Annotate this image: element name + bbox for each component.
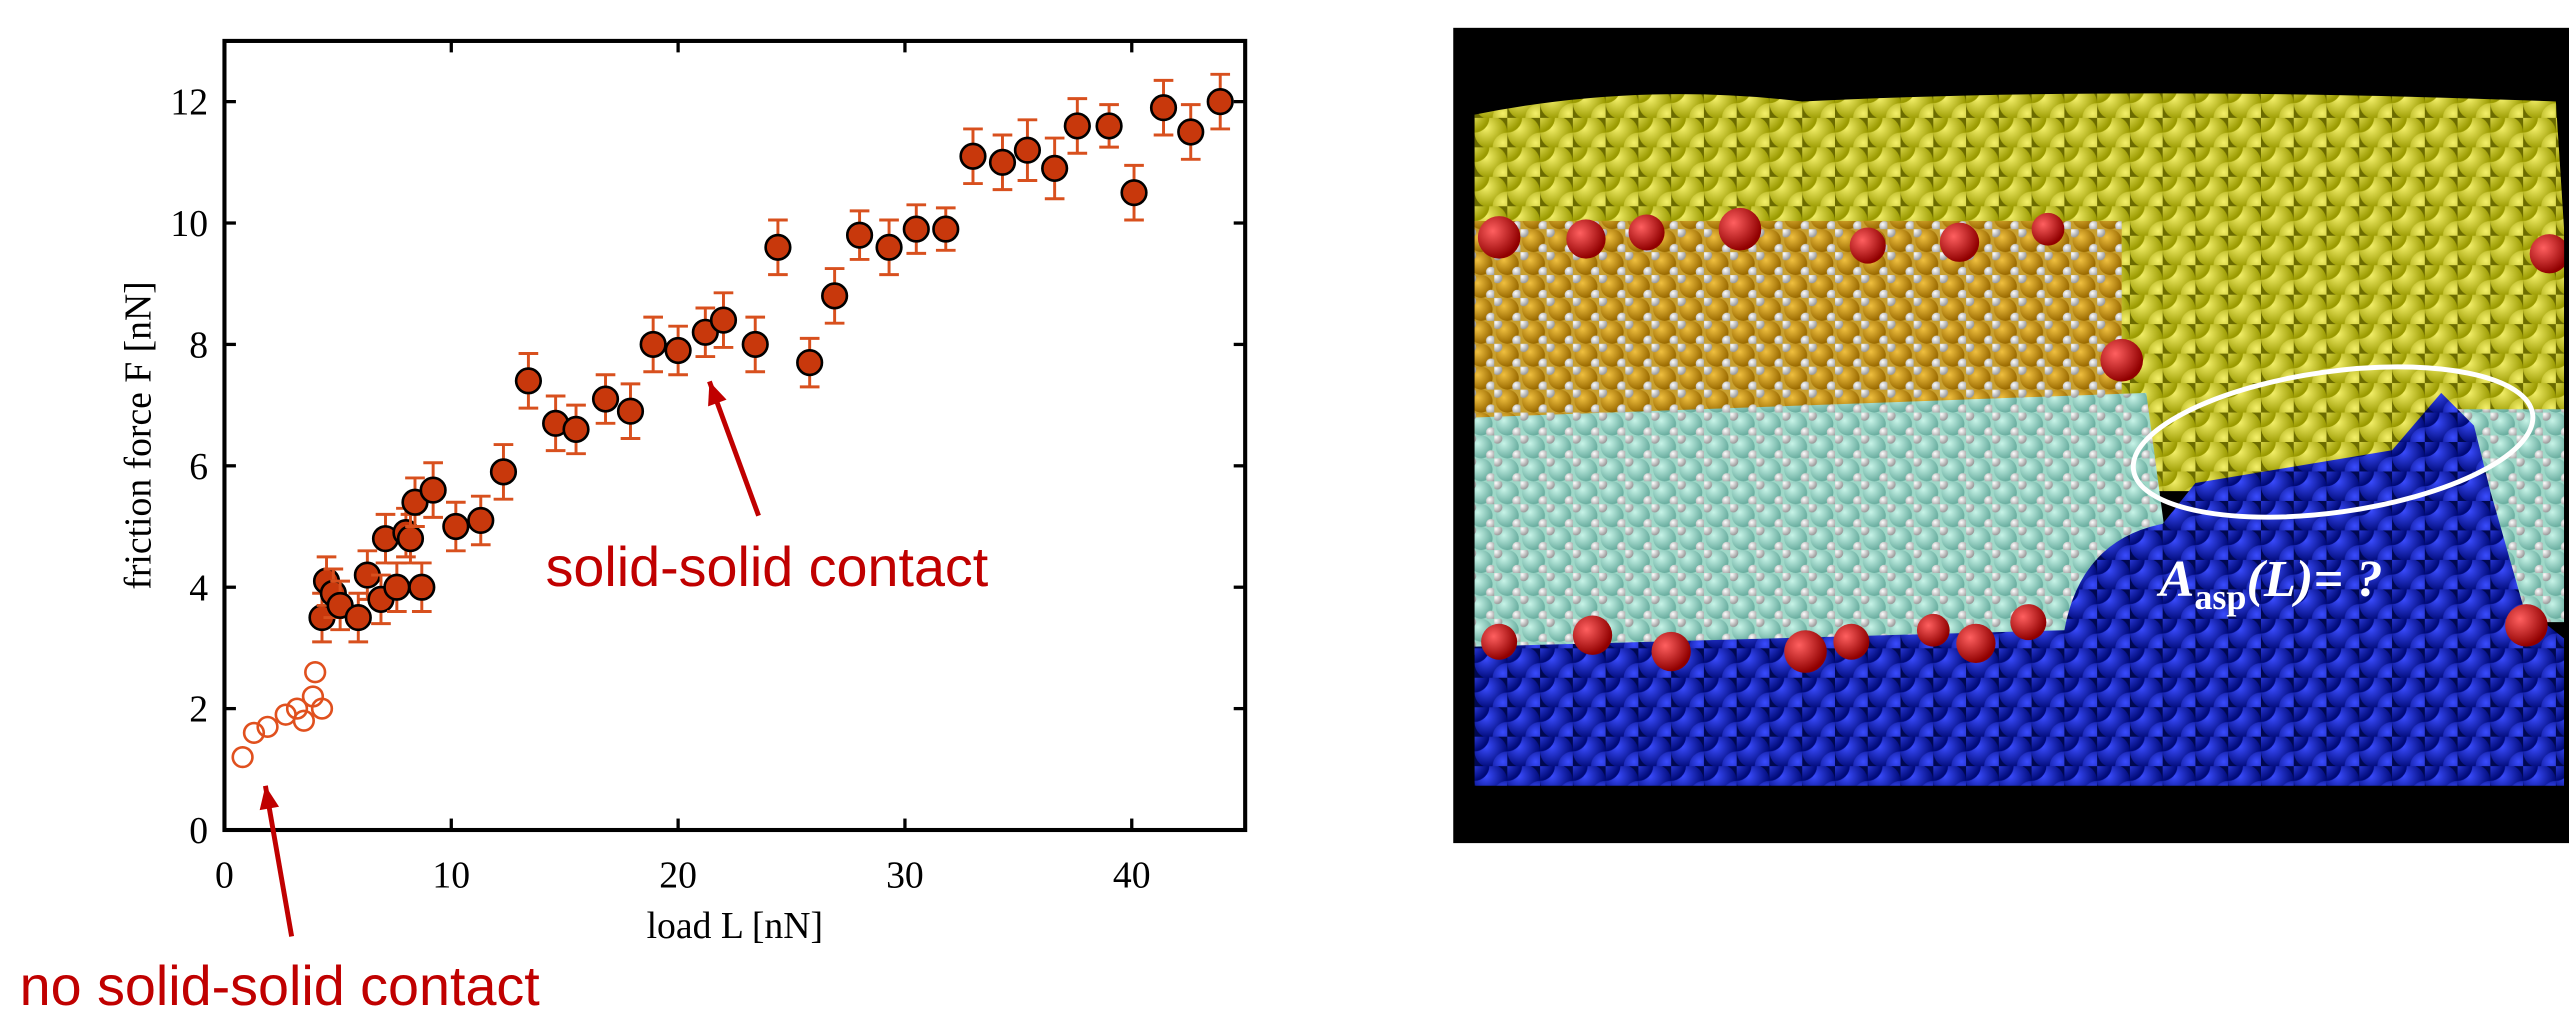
- data-point: [444, 514, 469, 539]
- data-point: [305, 662, 325, 682]
- x-axis-label: load L [nN]: [647, 905, 823, 947]
- data-point: [933, 217, 958, 242]
- data-point: [1122, 180, 1147, 205]
- y-tick-label: 6: [189, 446, 208, 488]
- data-point: [516, 369, 541, 394]
- data-point: [797, 350, 822, 375]
- data-point: [1151, 95, 1176, 120]
- data-point: [822, 284, 847, 309]
- data-point: [410, 575, 435, 600]
- data-point: [877, 235, 902, 260]
- data-point: [593, 387, 618, 412]
- x-tick-label: 10: [432, 854, 470, 896]
- x-tick-label: 0: [215, 854, 234, 896]
- data-point: [1065, 114, 1090, 139]
- x-tick-label: 20: [659, 854, 697, 896]
- annotation-arrow: [265, 786, 291, 937]
- axes-frame: [224, 41, 1245, 830]
- data-point: [1208, 89, 1233, 114]
- data-point: [468, 508, 493, 533]
- data-point: [641, 332, 666, 357]
- data-point: [276, 705, 296, 725]
- data-point: [847, 223, 872, 248]
- y-tick-label: 0: [189, 810, 208, 852]
- data-point: [491, 460, 516, 485]
- y-axis-label: friction force F [nN]: [118, 281, 160, 589]
- data-point: [233, 747, 253, 767]
- y-tick-label: 12: [170, 82, 208, 124]
- data-point: [346, 605, 371, 630]
- data-point: [618, 399, 643, 424]
- data-point: [711, 308, 736, 333]
- data-point: [743, 332, 768, 357]
- data-point: [990, 150, 1015, 175]
- y-tick-label: 4: [189, 567, 208, 609]
- data-point: [564, 417, 589, 442]
- data-point: [961, 144, 986, 169]
- x-tick-label: 40: [1113, 854, 1151, 896]
- data-point: [1015, 138, 1040, 163]
- page: 0 10 20 30 40 0 2 4 6 8 10 12 load L [nN] friction fo…: [0, 0, 2569, 1015]
- arrow-head: [260, 786, 279, 810]
- y-tick-label: 8: [189, 325, 208, 367]
- data-point: [1178, 120, 1203, 145]
- data-point: [1097, 114, 1122, 139]
- y-tick-label: 10: [170, 203, 208, 245]
- data-point: [385, 575, 410, 600]
- arrow-head: [708, 381, 726, 406]
- data-point: [398, 526, 423, 551]
- data-point: [766, 235, 791, 260]
- data-point: [1042, 156, 1067, 181]
- data-point: [904, 217, 929, 242]
- annotation: solid-solid contact: [546, 536, 989, 598]
- asperity-label: Aasp(L)= ?: [2156, 550, 2382, 617]
- y-tick-label: 2: [189, 689, 208, 731]
- annotation: no solid-solid contact: [20, 955, 541, 1015]
- plot: 0 10 20 30 40 0 2 4 6 8 10 12 load L [nN] friction fo…: [20, 41, 1246, 1015]
- data-point: [421, 478, 446, 503]
- simulation-image: Aasp(L)= ?: [1453, 28, 2569, 843]
- data-point: [666, 338, 691, 363]
- x-tick-label: 30: [886, 854, 924, 896]
